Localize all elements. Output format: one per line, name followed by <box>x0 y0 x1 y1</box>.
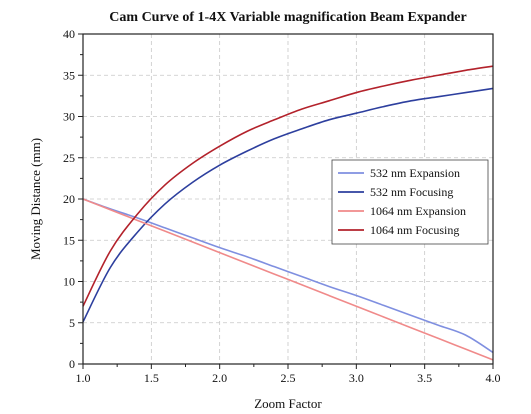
series-line-1064-nm-focusing <box>82 65 494 307</box>
y-tick-label: 30 <box>63 110 75 124</box>
x-tick-label: 2.0 <box>212 371 227 385</box>
y-tick-label: 35 <box>63 68 75 82</box>
x-tick-label: 1.5 <box>144 371 159 385</box>
x-tick-label: 1.0 <box>76 371 91 385</box>
legend: 532 nm Expansion 532 nm Focusing 1064 nm E… <box>331 159 489 245</box>
legend-label-1064-nm-focusing: 1064 nm Focusing <box>370 223 459 237</box>
x-tick-label: 2.5 <box>281 371 296 385</box>
series-line-1064-nm-expansion <box>82 198 494 361</box>
y-tick-label: 25 <box>63 151 75 165</box>
y-tick-label: 15 <box>63 233 75 247</box>
series-lines <box>82 65 494 361</box>
legend-label-532-nm-expansion: 532 nm Expansion <box>370 166 460 180</box>
series-line-532-nm-focusing <box>82 87 494 323</box>
axis-ticks: 1.0 1.5 2.0 2.5 3.0 3.5 4.0 0 5 10 15 20 25 30 35 40 <box>63 27 501 385</box>
grid <box>83 34 493 364</box>
y-tick-label: 10 <box>63 275 75 289</box>
y-axis-label: Moving Distance (mm) <box>28 138 43 260</box>
x-tick-label: 3.0 <box>349 371 364 385</box>
y-tick-label: 5 <box>69 316 75 330</box>
x-tick-label: 4.0 <box>486 371 501 385</box>
x-axis-label: Zoom Factor <box>254 396 322 411</box>
chart-title: Cam Curve of 1-4X Variable magnification… <box>109 10 466 25</box>
legend-label-1064-nm-expansion: 1064 nm Expansion <box>370 204 466 218</box>
x-tick-label: 3.5 <box>417 371 432 385</box>
y-tick-label: 40 <box>63 27 75 41</box>
legend-label-532-nm-focusing: 532 nm Focusing <box>370 185 453 199</box>
y-tick-label: 20 <box>63 192 75 206</box>
y-tick-label: 0 <box>69 357 75 371</box>
series-line-532-nm-expansion <box>82 198 494 354</box>
